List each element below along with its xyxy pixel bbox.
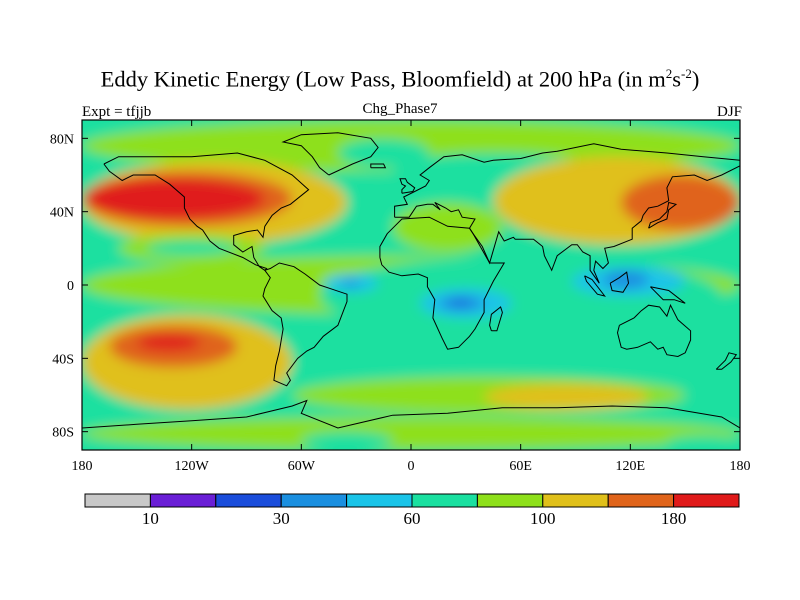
coastline-new-guinea [650, 286, 686, 304]
coastline-antarctica [82, 399, 740, 429]
coastline-south-america [262, 262, 348, 387]
x-tick-label: 60W [288, 459, 316, 474]
colorbar-swatch [280, 493, 348, 508]
y-axis: 80N 40N 0 40S 80S [50, 132, 740, 441]
field-region-27 [301, 431, 393, 450]
coastlines [82, 132, 740, 429]
x-tick-label: 180 [730, 459, 751, 474]
colorbar-swatch [607, 493, 675, 508]
field-region-22 [136, 334, 201, 351]
x-axis: 180 120W 60W 0 60E 120E 180 [72, 120, 751, 474]
coastline-britain [399, 178, 416, 194]
coastline-eurasia [394, 143, 740, 284]
field-region-10 [145, 241, 238, 256]
colorbar-swatch [215, 493, 282, 508]
coastline-australia [616, 303, 692, 358]
field-region-19 [341, 279, 360, 287]
colorbar-label: 60 [404, 509, 421, 528]
colorbar-swatch [346, 493, 413, 508]
x-tick-label: 120E [616, 459, 646, 474]
colorbar-label: 180 [661, 509, 687, 528]
coastline-japan [648, 201, 678, 229]
y-tick-label: 80N [50, 132, 74, 147]
field-region-26 [82, 417, 740, 450]
eke-field [82, 120, 740, 450]
field-region-14 [602, 270, 649, 289]
x-tick-label: 180 [72, 459, 93, 474]
coastline-sumatra [584, 275, 606, 297]
colorbar-swatch [411, 493, 478, 508]
coastline-madagascar [489, 306, 503, 332]
coastline-greenland [281, 132, 379, 176]
coastline-north-america [103, 152, 310, 271]
field-region-8 [392, 202, 503, 252]
coastline-borneo [609, 271, 630, 293]
y-tick-label: 40N [50, 206, 74, 221]
field-region-17 [451, 299, 470, 306]
colorbar-label: 30 [273, 509, 290, 528]
colorbar-swatch [673, 493, 740, 508]
x-tick-label: 60E [509, 459, 532, 474]
field-region-12 [319, 255, 722, 337]
colorbar-swatch [542, 493, 609, 508]
field-region-28 [666, 435, 740, 450]
field-region-7 [621, 175, 740, 230]
colorbar-label: 100 [530, 509, 556, 528]
colorbar-swatch [84, 493, 151, 508]
colorbar-swatch [149, 493, 217, 508]
colorbar: 10 30 60 100 180 [84, 493, 740, 528]
field-region-5 [85, 178, 265, 219]
field-region-25 [484, 384, 649, 410]
chart-subtitle: Chg_Phase7 [362, 101, 438, 117]
coastline-new-zealand [715, 352, 738, 370]
season-label: DJF [716, 104, 742, 120]
y-tick-label: 80S [52, 426, 74, 441]
map-plot-area [82, 120, 740, 450]
x-tick-label: 0 [408, 459, 415, 474]
y-tick-label: 0 [67, 279, 74, 294]
coastline-iceland [370, 163, 387, 169]
colorbar-label: 10 [142, 509, 159, 528]
experiment-label: Expt = tfjjb [82, 104, 152, 120]
chart-title: Eddy Kinetic Energy (Low Pass, Bloomfiel… [100, 66, 700, 92]
y-tick-label: 40S [52, 352, 74, 367]
coastline-africa [379, 216, 506, 350]
x-tick-label: 120W [175, 459, 210, 474]
colorbar-swatch [476, 493, 544, 508]
